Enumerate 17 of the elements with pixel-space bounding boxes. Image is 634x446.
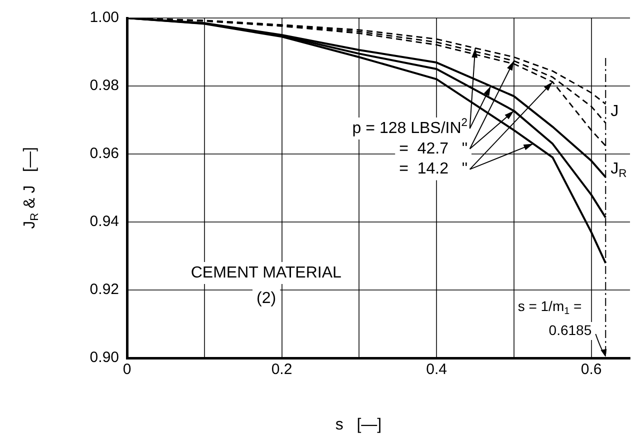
x-tick-label: 0.6 <box>580 361 602 378</box>
y-tick-label: 0.90 <box>90 349 120 366</box>
y-tick-label: 0.92 <box>90 281 120 298</box>
y-tick-label: 0.96 <box>90 145 120 162</box>
annotation: J <box>610 102 619 120</box>
x-tick-label: 0.2 <box>271 361 292 378</box>
x-tick-label: 0.4 <box>426 361 447 378</box>
x-tick-label: 0 <box>122 361 132 378</box>
annotation: CEMENT MATERIAL <box>190 264 342 282</box>
annotation: (2) <box>256 290 276 307</box>
y-tick-label: 0.94 <box>90 213 120 230</box>
y-axis-title: JR & J [—] <box>21 147 41 229</box>
annotation: = 42.7 " <box>399 140 468 158</box>
y-tick-label: 0.98 <box>90 77 120 94</box>
x-axis-title: s [—] <box>335 416 382 434</box>
y-tick-label: 1.00 <box>90 9 120 26</box>
annotation: = 14.2 " <box>399 160 468 178</box>
